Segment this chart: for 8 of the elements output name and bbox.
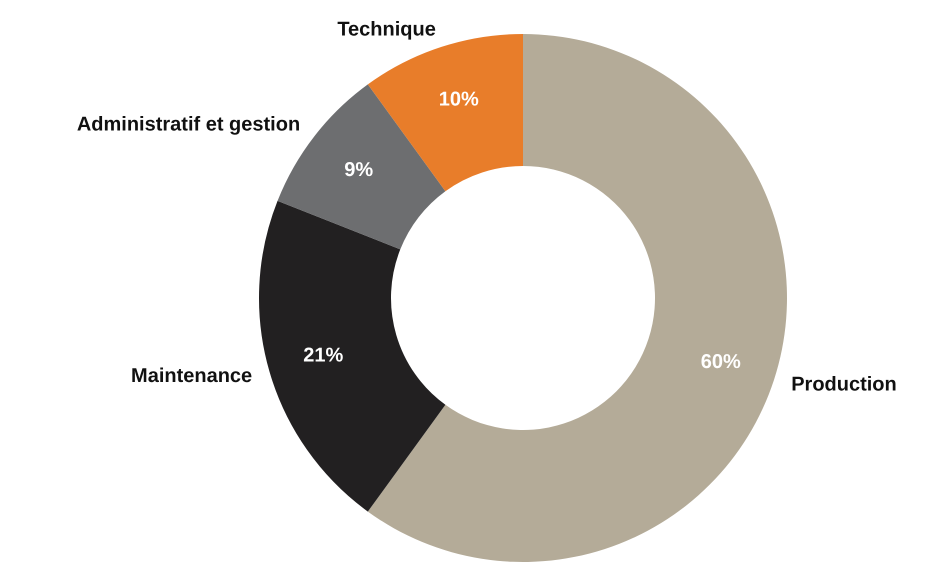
data-label: 21% — [303, 344, 344, 367]
data-label: 60% — [700, 350, 742, 373]
slice-label: Maintenance — [131, 365, 252, 388]
slice-label: Production — [791, 374, 897, 396]
data-label: 9% — [344, 159, 374, 182]
data-label: 10% — [438, 88, 479, 111]
slice-label: Administratif et gestion — [76, 114, 300, 136]
slice-label: Technique — [337, 18, 436, 40]
